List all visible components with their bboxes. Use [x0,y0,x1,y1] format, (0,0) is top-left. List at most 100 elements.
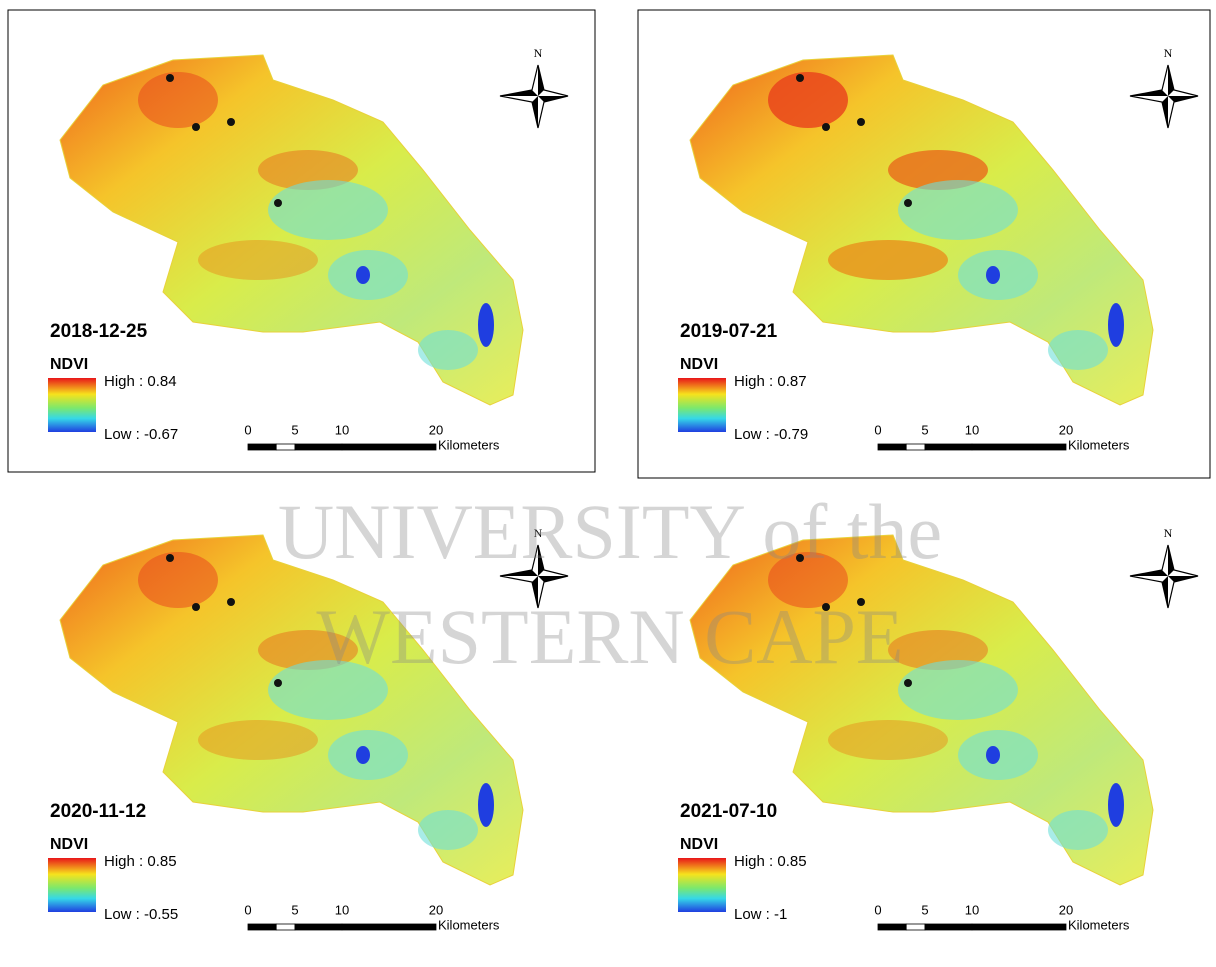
legend-high: High : 0.85 [104,853,177,870]
sample-point [274,199,282,207]
scale-label: 5 [921,422,928,437]
north-label: N [1164,526,1173,540]
low-ndvi-patch [268,180,388,240]
sample-point [904,679,912,687]
high-ndvi-patch [138,552,218,608]
scale-bar-segment [878,444,906,450]
scale-bar-segment [342,924,436,930]
legend-title: NDVI [680,356,718,373]
scale-label: 10 [335,902,349,917]
water-body [986,746,1000,764]
panel-date: 2018-12-25 [50,321,148,342]
scale-label: 20 [1059,422,1073,437]
watermark: UNIVERSITY of the [278,488,942,575]
panel-date: 2019-07-21 [680,321,778,342]
water-body [478,303,494,347]
legend-low: Low : -0.67 [104,426,178,443]
scale-bar-segment [972,924,1066,930]
water-body [1108,783,1124,827]
scale-label: 0 [874,422,881,437]
legend-low: Low : -1 [734,906,787,923]
low-ndvi-patch [898,180,1018,240]
north-label: N [1164,46,1173,60]
scale-label: 5 [291,902,298,917]
high-ndvi-patch [828,240,948,280]
legend-high: High : 0.87 [734,373,807,390]
legend-low: Low : -0.55 [104,906,178,923]
water-body [356,266,370,284]
scale-bar-segment [906,924,925,930]
water-body [356,746,370,764]
sample-point [904,199,912,207]
sample-point [192,123,200,131]
scale-label: 0 [874,902,881,917]
scale-bar-segment [342,444,436,450]
scale-unit: Kilometers [438,437,500,452]
scale-bar-segment [276,444,295,450]
scale-label: 0 [244,422,251,437]
sample-point [166,554,174,562]
sample-point [166,74,174,82]
legend-title: NDVI [680,836,718,853]
high-ndvi-patch [198,240,318,280]
scale-bar-segment [925,924,972,930]
low-ndvi-patch [1048,810,1108,850]
high-ndvi-patch [768,72,848,128]
low-ndvi-patch [1048,330,1108,370]
water-body [1108,303,1124,347]
scale-bar-segment [276,924,295,930]
scale-label: 20 [429,422,443,437]
map-panel: N 2018-12-25 NDVI High : 0.84 Low : -0.67 0 5 1… [48,46,568,453]
legend-title: NDVI [50,836,88,853]
scale-unit: Kilometers [438,917,500,932]
legend-high: High : 0.84 [104,373,177,390]
sample-point [227,118,235,126]
water-body [986,266,1000,284]
legend-ramp [678,858,726,912]
high-ndvi-patch [828,720,948,760]
scale-bar-segment [972,444,1066,450]
map-panel: N 2019-07-21 NDVI High : 0.87 Low : -0.79 0 5 1… [678,46,1198,453]
panel-date: 2020-11-12 [50,801,146,822]
scale-bar-segment [248,924,276,930]
figure: N 2018-12-25 NDVI High : 0.84 Low : -0.67 0 5 1… [0,0,1216,962]
legend-ramp [48,858,96,912]
sample-point [227,598,235,606]
scale-bar-segment [925,444,972,450]
scale-bar-segment [906,444,925,450]
scale-label: 5 [291,422,298,437]
scale-bar-segment [248,444,276,450]
sample-point [857,118,865,126]
scale-bar-segment [295,924,342,930]
water-body [478,783,494,827]
low-ndvi-patch [898,660,1018,720]
low-ndvi-patch [418,330,478,370]
scale-label: 20 [429,902,443,917]
sample-point [796,74,804,82]
legend-title: NDVI [50,356,88,373]
watermark: WESTERN CAPE [316,593,903,680]
high-ndvi-patch [198,720,318,760]
north-label: N [534,46,543,60]
high-ndvi-patch [138,72,218,128]
legend-ramp [48,378,96,432]
scale-bar-segment [878,924,906,930]
scale-label: 10 [335,422,349,437]
sample-point [192,603,200,611]
scale-unit: Kilometers [1068,437,1130,452]
legend-low: Low : -0.79 [734,426,808,443]
sample-point [274,679,282,687]
scale-bar-segment [295,444,342,450]
legend-high: High : 0.85 [734,853,807,870]
legend-ramp [678,378,726,432]
scale-label: 0 [244,902,251,917]
scale-unit: Kilometers [1068,917,1130,932]
sample-point [822,123,830,131]
scale-label: 5 [921,902,928,917]
panel-date: 2021-07-10 [680,801,777,822]
low-ndvi-patch [418,810,478,850]
scale-label: 10 [965,902,979,917]
scale-label: 10 [965,422,979,437]
